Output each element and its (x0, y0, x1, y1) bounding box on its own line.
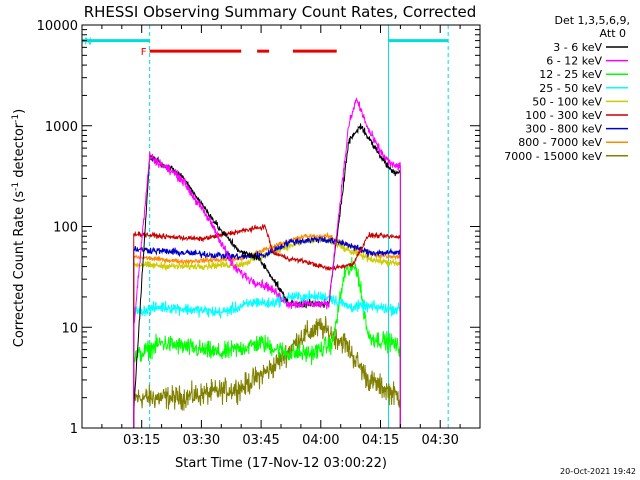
x-tick-label: 03:15 (123, 433, 160, 448)
series-line (133, 235, 401, 272)
y-tick-label: 10000 (37, 19, 78, 34)
x-axis-label: Start Time (17-Nov-12 03:00:22) (175, 456, 387, 471)
series-group (133, 290, 401, 428)
series-line (133, 236, 401, 261)
series-line (133, 224, 401, 272)
series-line (133, 231, 401, 266)
series-line (133, 316, 401, 411)
x-tick-label: 04:00 (302, 433, 339, 448)
x-tick-label: 03:45 (242, 433, 279, 448)
y-axis-ticks: 1 10 100 1000 10000 (37, 19, 480, 437)
legend-header-attenuator: Att 0 (600, 27, 626, 40)
series-group (133, 231, 401, 428)
x-tick-label: 03:30 (183, 433, 220, 448)
legend-label: 50 - 100 keV (532, 95, 602, 108)
y-tick-label: 1000 (45, 120, 78, 135)
legend-label: 100 - 300 keV (525, 109, 602, 122)
y-axis-label: Corrected Count Rate (s-1 detector-1) (11, 109, 27, 347)
series-group (133, 123, 401, 428)
legend-header-detectors: Det 1,3,5,6,9, (554, 14, 630, 27)
legend-label: 7000 - 15000 keV (504, 150, 602, 163)
legend-label: 3 - 6 keV (553, 41, 602, 54)
series-line (133, 257, 401, 366)
y-tick-label: 100 (53, 221, 78, 236)
series-line (133, 290, 401, 320)
plot-frame (81, 24, 481, 429)
x-tick-label: 04:15 (362, 433, 399, 448)
legend-label: 800 - 7000 keV (518, 136, 602, 149)
plot-area: FN (81, 25, 449, 428)
series-group (133, 316, 401, 428)
x-axis-ticks: 03:15 03:30 03:45 04:00 04:15 04:30 (81, 25, 481, 448)
y-tick-label: 10 (61, 321, 78, 336)
date-stamp: 20-Oct-2021 19:42 (560, 467, 636, 476)
flag-label: F (141, 47, 147, 58)
legend-label: 25 - 50 keV (539, 82, 602, 95)
y-tick-label: 1 (70, 422, 78, 437)
legend-label: 300 - 800 keV (525, 123, 602, 136)
x-tick-label: 04:30 (421, 433, 458, 448)
series-group (133, 97, 401, 428)
flag-label: N (84, 37, 91, 48)
legend-label: 12 - 25 keV (539, 68, 602, 81)
legend-label: 6 - 12 keV (546, 55, 602, 68)
chart-title: RHESSI Observing Summary Count Rates, Co… (84, 3, 477, 21)
series-line (133, 123, 401, 414)
series-line (133, 97, 401, 331)
series-group (133, 235, 401, 428)
